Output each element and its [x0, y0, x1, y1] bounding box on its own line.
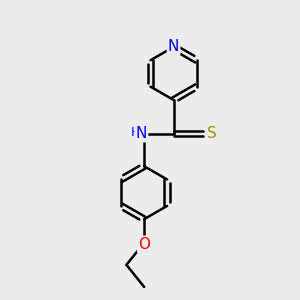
Text: N: N [168, 39, 179, 54]
Text: O: O [138, 237, 150, 252]
Text: N: N [136, 126, 147, 141]
Text: H: H [130, 126, 140, 139]
Text: S: S [207, 126, 217, 141]
